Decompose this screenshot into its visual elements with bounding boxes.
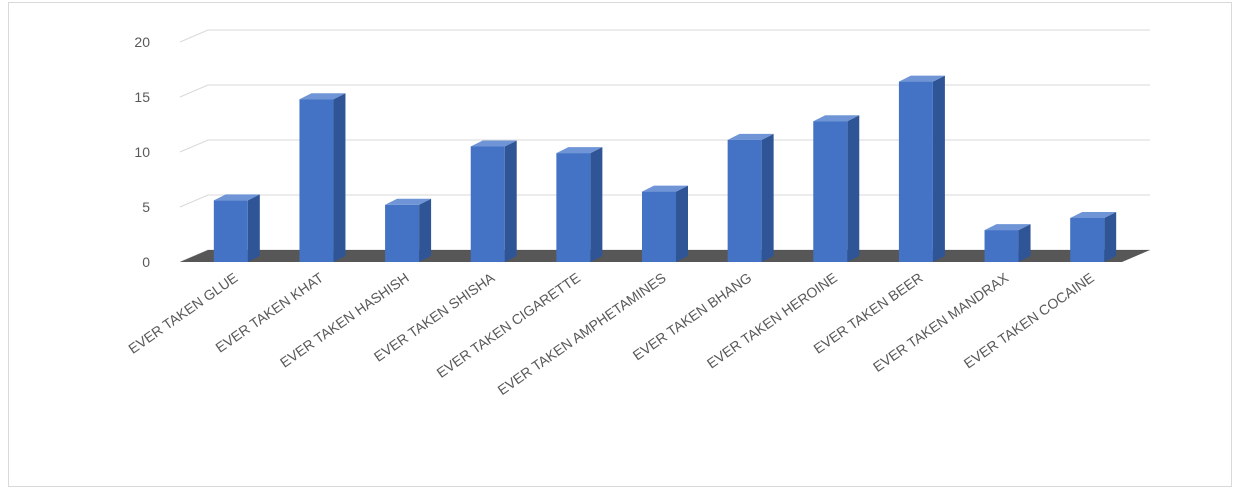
bar: [898, 81, 933, 262]
bar-side: [676, 185, 688, 262]
y-tick-label: 0: [142, 254, 150, 270]
bar-top: [213, 194, 260, 201]
bar: [556, 153, 591, 262]
y-tick-label: 5: [142, 199, 150, 215]
bar: [1070, 218, 1105, 262]
grid-line: [179, 84, 1150, 98]
bar-top: [470, 140, 517, 147]
bar-side: [932, 75, 945, 262]
bar-top: [385, 198, 432, 205]
bar-top: [556, 147, 603, 154]
bar-side: [504, 140, 517, 262]
bar-side: [1104, 212, 1117, 262]
bar-top: [642, 185, 688, 192]
bar: [642, 191, 676, 262]
bar-top: [1070, 212, 1117, 218]
bar-top: [813, 115, 860, 122]
bar-top: [299, 93, 346, 100]
bar: [385, 204, 420, 262]
bar-side: [590, 147, 603, 262]
chart-frame: [8, 2, 1232, 487]
bar: [984, 230, 1019, 262]
bar-top: [984, 224, 1031, 231]
bar-side: [419, 198, 432, 262]
bar-side: [1018, 224, 1031, 262]
bar: [813, 121, 848, 262]
y-tick-label: 10: [134, 144, 150, 160]
bar-side: [247, 194, 260, 262]
bar-top: [898, 75, 945, 82]
bar-top: [727, 133, 774, 140]
bar: [727, 139, 762, 262]
grid-line: [179, 29, 1150, 43]
y-tick-label: 15: [134, 89, 150, 105]
bar: [299, 99, 334, 262]
bar: [470, 146, 505, 262]
bar-side: [847, 115, 860, 262]
bar-side: [761, 133, 774, 262]
bar-side: [333, 93, 346, 262]
bar: [213, 200, 248, 262]
y-tick-label: 20: [134, 34, 150, 50]
